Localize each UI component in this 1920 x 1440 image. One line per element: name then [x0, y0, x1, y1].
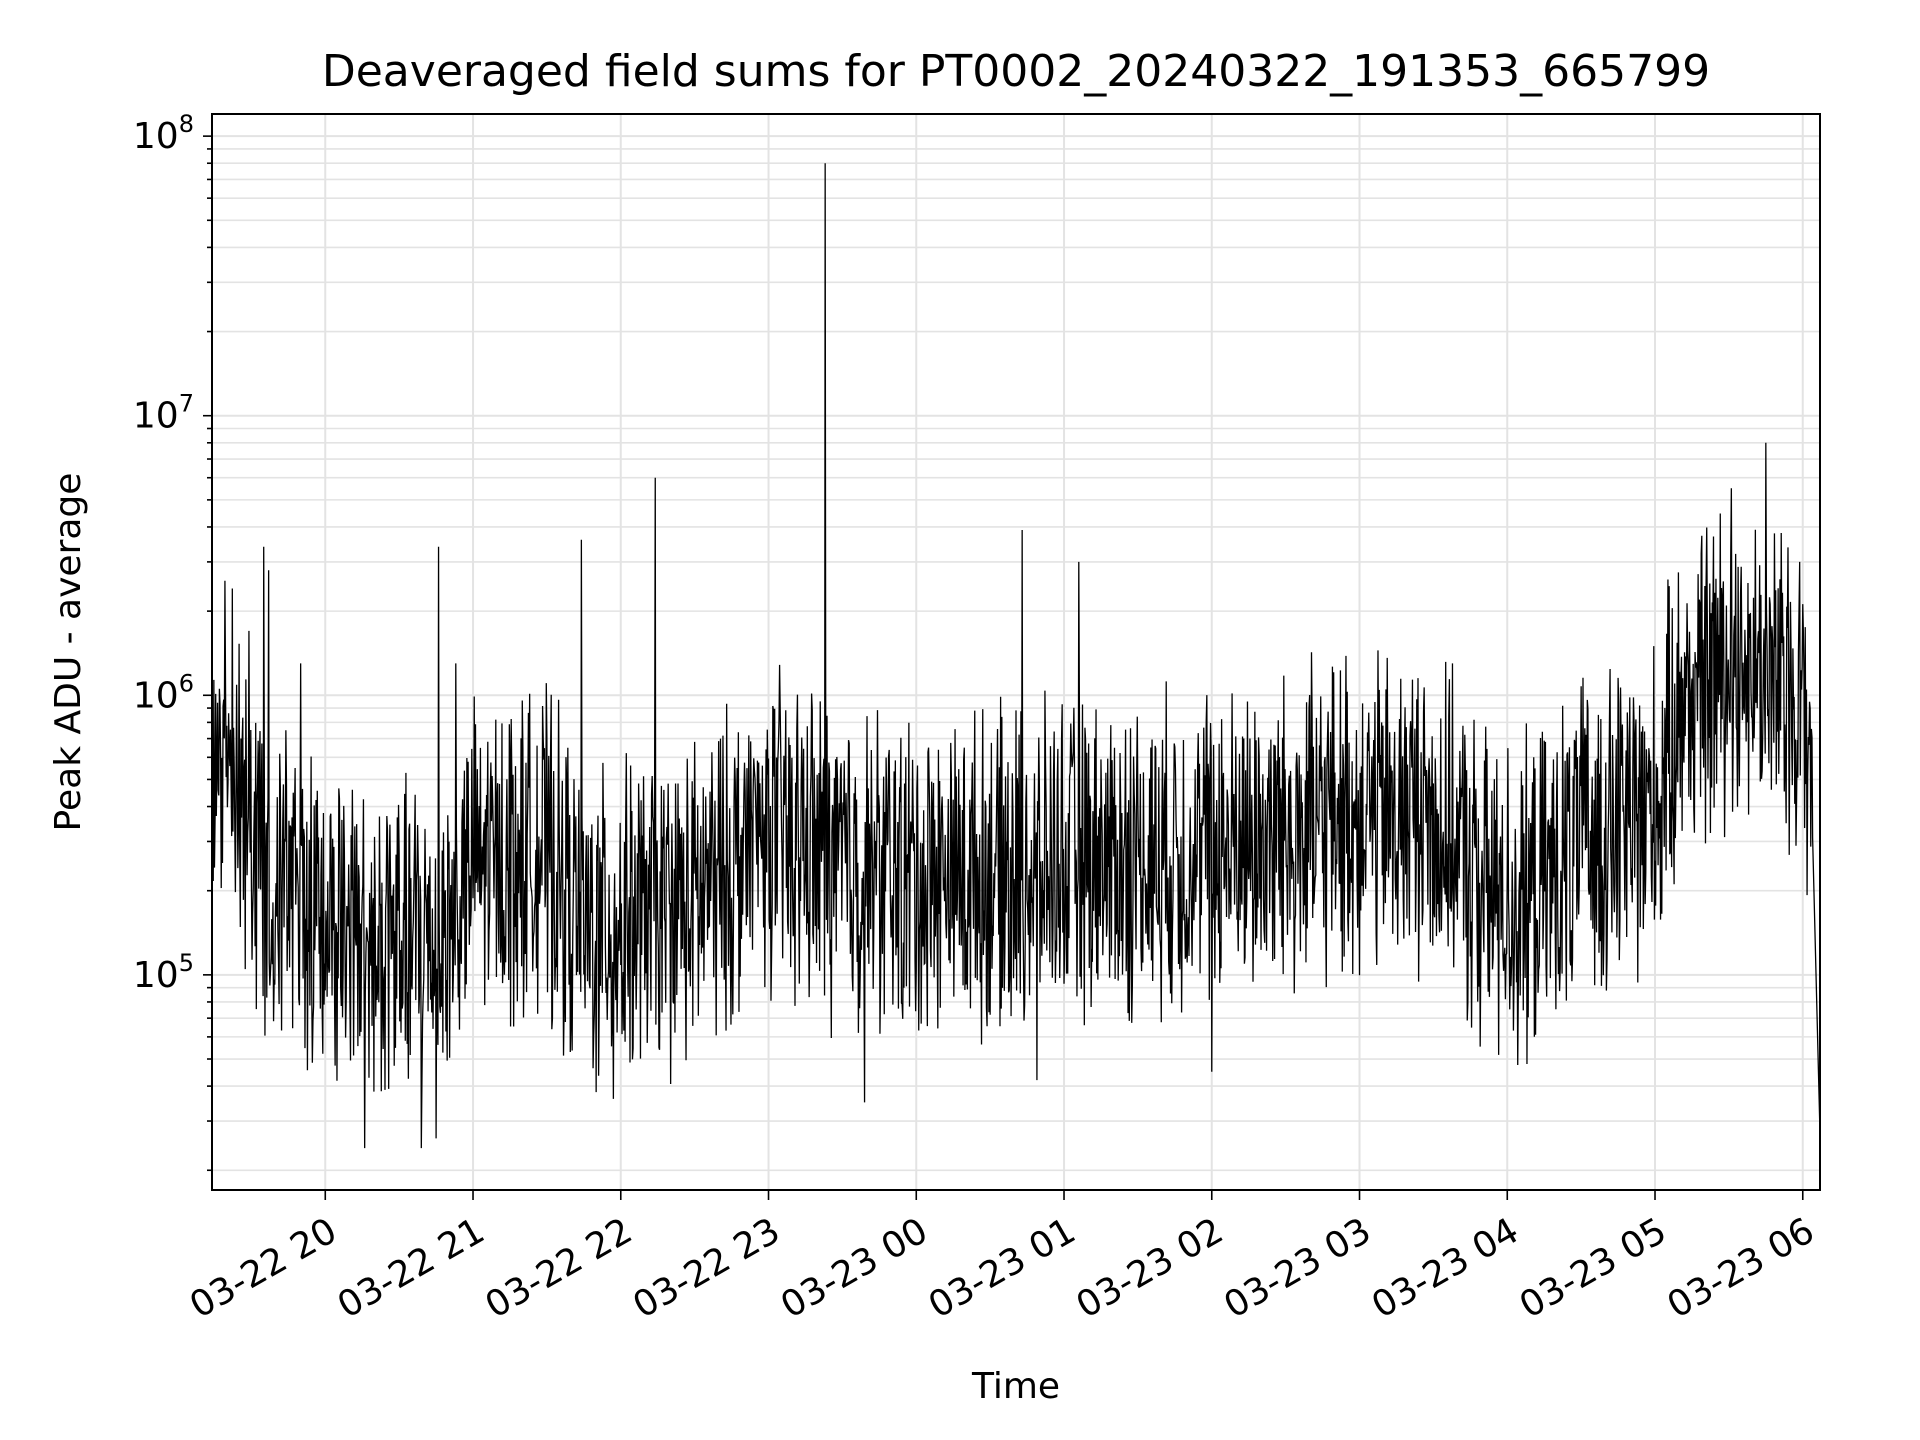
series-line	[211, 163, 1821, 1149]
y-tick-label: 105	[133, 949, 194, 996]
y-tick-base: 10	[133, 955, 179, 996]
y-axis-label: Peak ADU - average	[48, 473, 89, 832]
y-tick-base: 10	[133, 396, 179, 437]
y-tick-label: 106	[133, 669, 194, 716]
y-tick-exponent: 5	[179, 949, 194, 977]
y-tick-base: 10	[133, 116, 179, 157]
chart-title: Deaveraged field sums for PT0002_2024032…	[322, 46, 1710, 97]
y-tick-base: 10	[133, 675, 179, 716]
y-tick-label: 108	[133, 110, 194, 157]
plot-frame	[211, 113, 1821, 1191]
x-axis-label: Time	[971, 1366, 1060, 1407]
y-tick-exponent: 7	[179, 390, 194, 418]
y-tick-exponent: 8	[179, 110, 194, 138]
y-tick-label: 107	[133, 390, 194, 437]
series	[211, 163, 1821, 1149]
y-tick-exponent: 6	[179, 669, 194, 697]
